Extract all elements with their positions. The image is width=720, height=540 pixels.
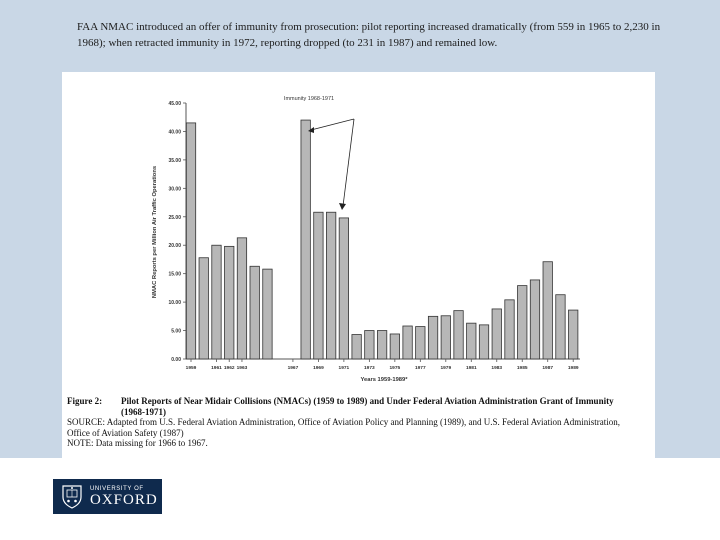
bar-1963 xyxy=(236,237,248,360)
x-tick-label: 1962 xyxy=(224,365,235,371)
bar-1972 xyxy=(351,334,362,360)
x-tick-label: 1977 xyxy=(415,365,426,371)
bar-1983 xyxy=(491,308,502,360)
bar-1961 xyxy=(211,244,222,360)
oxford-crest-icon xyxy=(62,485,82,509)
y-axis-ticks: 0.00 5.00 10.00 15.00 20.00 25.00 30.00 35.00 40… xyxy=(168,101,186,363)
y-tick-label: 10.00 xyxy=(168,300,181,306)
x-tick-label: 1971 xyxy=(339,365,350,371)
slide-caption: FAA NMAC introduced an offer of immunity… xyxy=(77,21,661,49)
x-tick-label: 1983 xyxy=(491,365,502,371)
x-tick-label: 1963 xyxy=(237,365,248,371)
y-tick-label: 30.00 xyxy=(168,186,181,192)
bar-1989 xyxy=(568,309,579,360)
bar-1962 xyxy=(224,245,235,360)
x-tick-label: 1961 xyxy=(211,365,222,371)
y-tick-label: 0.00 xyxy=(171,357,181,363)
bar-1985 xyxy=(517,285,528,360)
bar-1971 xyxy=(338,217,349,360)
bar-1982 xyxy=(478,324,490,360)
figure-caption: Figure 2: Pilot Reports of Near Midair Co… xyxy=(67,396,652,449)
x-tick-label: 1989 xyxy=(568,365,579,371)
logo-main-text: OXFORD xyxy=(90,492,158,508)
x-tick-label: 1975 xyxy=(390,365,401,371)
bar-1970 xyxy=(326,211,337,360)
x-tick-label: 1985 xyxy=(517,365,528,371)
bar-1980 xyxy=(453,310,464,360)
logo-top-text: UNIVERSITY OF xyxy=(90,486,144,492)
x-tick-label: 1967 xyxy=(288,365,299,371)
bar-1959 xyxy=(185,122,197,360)
bar-1965 xyxy=(262,268,273,360)
y-tick-label: 20.00 xyxy=(168,243,181,249)
x-tick-label: 1969 xyxy=(313,365,324,371)
figure-source-line-1: SOURCE: Adapted from U.S. Federal Aviati… xyxy=(67,417,621,427)
nmac-bar-chart: 0.00 5.00 10.00 15.00 20.00 25.00 30.00 35.00 40… xyxy=(152,96,580,383)
bar-1964 xyxy=(249,265,260,360)
bar-1976 xyxy=(402,325,413,360)
x-axis-ticks: 1959 1961 1962 1963 1967 1969 1971 1973 1975 1977… xyxy=(186,359,579,371)
bar-1981 xyxy=(466,322,477,360)
figure-source-line-2: Office of Aviation Safety (1987) xyxy=(67,427,184,438)
figure-title: Pilot Reports of Near Midair Collisions … xyxy=(121,396,614,406)
bar-1978 xyxy=(427,315,439,360)
x-tick-label: 1973 xyxy=(364,365,375,371)
x-tick-label: 1959 xyxy=(186,365,197,371)
figure-label: Figure 2: xyxy=(67,396,103,406)
x-tick-label: 1979 xyxy=(440,365,451,371)
figure-note: NOTE: Data missing for 1966 to 1967. xyxy=(67,438,208,448)
y-tick-label: 40.00 xyxy=(168,129,181,135)
bar-1973 xyxy=(364,330,375,360)
y-tick-label: 5.00 xyxy=(171,329,181,335)
bar-1975 xyxy=(389,333,400,360)
bars xyxy=(185,119,579,360)
bar-1969 xyxy=(313,211,324,360)
oxford-logo: UNIVERSITY OF OXFORD xyxy=(53,479,162,514)
y-axis-label: NMAC Reports per Million Air Traffic Ope… xyxy=(152,166,158,298)
x-axis-label: Years 1959-1989* xyxy=(360,377,408,383)
immunity-annotation: Immunity 1968-1971 xyxy=(284,96,334,102)
annotation-arrows xyxy=(308,118,355,210)
figure-panel: 0.00 5.00 10.00 15.00 20.00 25.00 30.00 35.00 40… xyxy=(62,72,655,458)
bar-1979 xyxy=(440,315,451,360)
y-tick-label: 35.00 xyxy=(168,158,181,164)
bar-1988 xyxy=(555,294,566,360)
bar-1974 xyxy=(376,330,388,360)
logo-wordmark: UNIVERSITY OF OXFORD xyxy=(90,485,158,508)
bar-1984 xyxy=(504,299,515,360)
bar-1960 xyxy=(198,257,209,360)
bar-1977 xyxy=(415,326,426,360)
y-tick-label: 25.00 xyxy=(168,215,181,221)
bar-1987 xyxy=(542,261,553,360)
x-tick-label: 1981 xyxy=(466,365,477,371)
y-tick-label: 15.00 xyxy=(168,272,181,278)
y-tick-label: 45.00 xyxy=(168,101,181,107)
bar-1986 xyxy=(529,279,541,360)
bar-1968 xyxy=(300,119,311,360)
x-tick-label: 1987 xyxy=(542,365,553,371)
figure-title-continuation: (1968-1971) xyxy=(121,406,166,417)
